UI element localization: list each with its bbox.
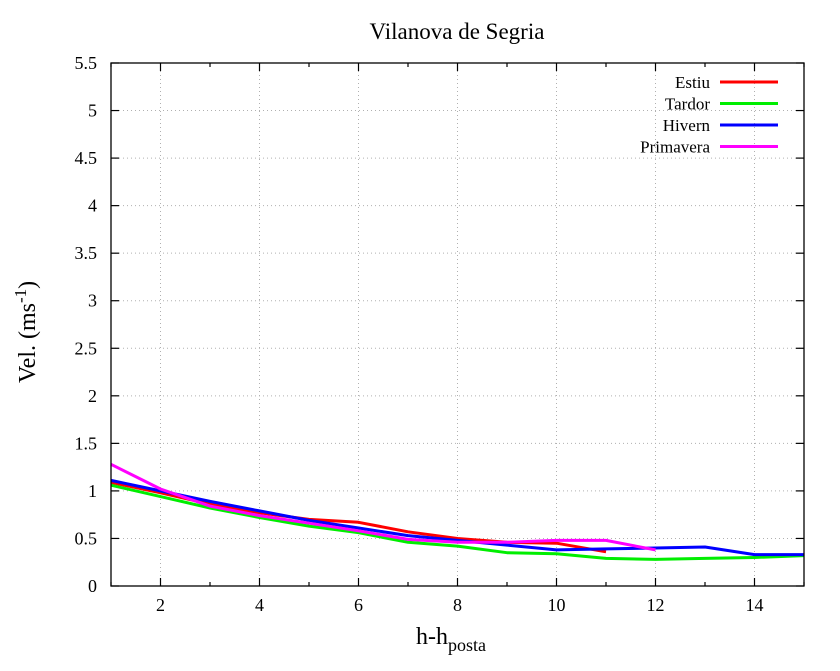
y-tick-labels: 0 0.5 1 1.5 2 2.5 3 3.5 4 4.5 5 5.5: [75, 53, 98, 596]
y-tick-label: 0.5: [75, 528, 98, 548]
legend-label-estiu: Estiu: [675, 73, 710, 92]
x-axis-label: h-hposta: [416, 624, 486, 655]
y-axis-label-close: ): [15, 281, 41, 289]
x-tick-labels: 2 4 6 8 10 12 14: [156, 595, 764, 615]
y-tick-label: 5: [88, 101, 97, 121]
y-tick-label: 1.5: [75, 433, 98, 453]
y-tick-label: 4: [88, 196, 97, 216]
y-tick-label: 3.5: [75, 243, 98, 263]
series-line-hivern: [110, 478, 804, 557]
legend-label-tardor: Tardor: [665, 95, 710, 114]
series-line-tardor: [110, 483, 805, 561]
x-tick-label: 6: [354, 595, 363, 615]
y-axis-label-main: Vel. (ms: [15, 303, 41, 383]
x-tick-label: 10: [548, 595, 566, 615]
y-tick-label: 3: [88, 291, 97, 311]
legend-label-hivern: Hivern: [663, 116, 711, 135]
y-tick-label: 4.5: [75, 148, 98, 168]
series-lines: [110, 462, 805, 561]
x-axis-label-main: h-h: [416, 624, 448, 650]
y-tick-label: 2.5: [75, 338, 98, 358]
x-axis-label-subscript: posta: [448, 635, 486, 655]
x-tick-label: 8: [453, 595, 462, 615]
x-tick-label: 12: [647, 595, 665, 615]
y-axis-label: Vel. (ms-1): [11, 281, 41, 383]
x-tick-label: 4: [255, 595, 264, 615]
legend-label-primavera: Primavera: [640, 138, 710, 157]
chart-title: Vilanova de Segria: [370, 19, 545, 44]
y-tick-label: 1: [88, 481, 97, 501]
legend: Estiu Tardor Hivern Primavera: [640, 73, 778, 157]
y-axis-label-superscript: -1: [11, 289, 30, 303]
y-tick-label: 2: [88, 386, 97, 406]
y-tick-label: 0: [88, 576, 97, 596]
y-tick-label: 5.5: [75, 53, 98, 73]
axis-ticks: [110, 62, 805, 587]
x-tick-label: 2: [156, 595, 165, 615]
series-line-primavera: [110, 462, 656, 552]
x-tick-label: 14: [746, 595, 764, 615]
